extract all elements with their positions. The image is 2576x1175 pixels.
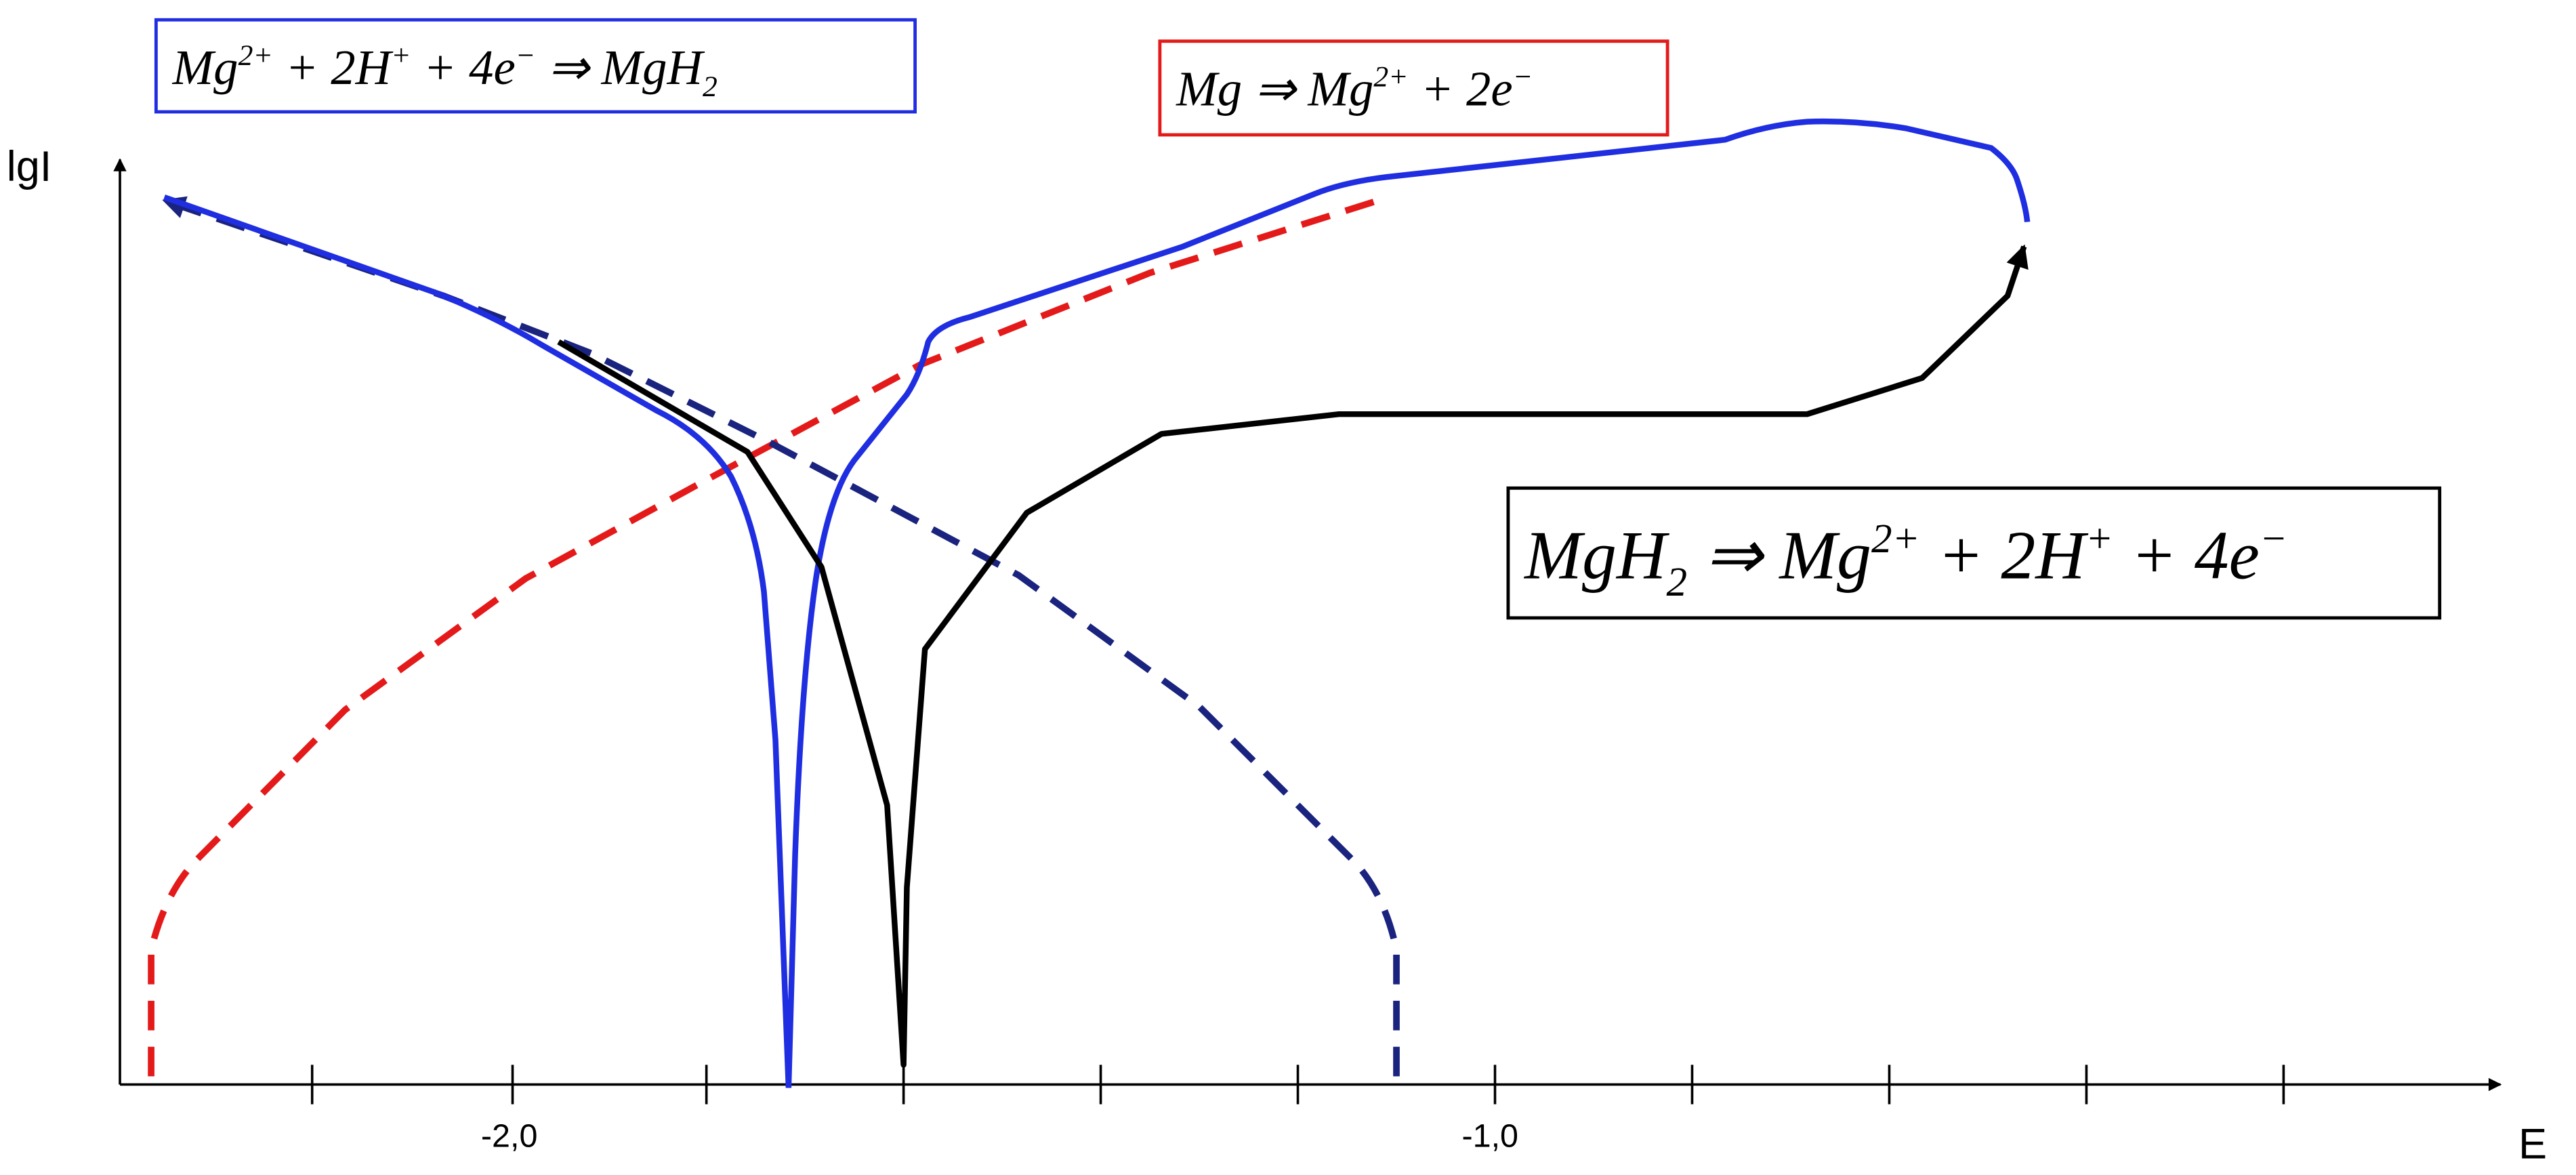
superscript: 2+: [238, 39, 273, 72]
axes: [113, 158, 2502, 1105]
superscript: −: [2260, 516, 2287, 562]
subscript: 2: [703, 70, 718, 103]
equation-text: + 4e: [411, 40, 516, 95]
equation-text: Mg: [172, 40, 238, 95]
equation-text: + 4e: [2113, 518, 2260, 594]
superscript: 2+: [1373, 61, 1408, 94]
superscript: −: [516, 39, 535, 72]
equation-box: [154, 18, 917, 114]
superscript: +: [2085, 516, 2113, 562]
black-curve: [557, 244, 2029, 1068]
equation-text: ⇒ Mg: [1687, 518, 1871, 594]
superscript: −: [1513, 61, 1533, 94]
superscript: +: [391, 39, 411, 72]
x-axis-label: E: [2518, 1121, 2547, 1168]
superscript: 2+: [1871, 516, 1920, 562]
equation-text: MgH: [1523, 518, 1670, 594]
equation-box: [1158, 39, 1669, 137]
equation-text: ⇒ MgH: [535, 40, 705, 95]
x-ticks: [310, 1065, 2285, 1105]
equation-box: [1506, 486, 2442, 620]
x-tick-label: -1,0: [1461, 1118, 1518, 1155]
red-dashed-curve: [148, 194, 1390, 1077]
equation: MgH2 ⇒ Mg2+ + 2H+ + 4e−: [1523, 516, 2287, 605]
x-tick-label: -2,0: [481, 1118, 538, 1155]
equation: Mg2+ + 2H+ + 4e− ⇒ MgH2: [172, 39, 718, 103]
y-axis-label: lgI: [7, 143, 52, 190]
subscript: 2: [1666, 560, 1687, 605]
navy-dashed-curve: [162, 196, 1400, 1077]
equation-text: + 2H: [1920, 518, 2090, 594]
equation-text: Mg ⇒ Mg: [1176, 61, 1373, 116]
equation-text: + 2H: [273, 40, 394, 95]
equation-text: + 2e: [1409, 61, 1513, 116]
equation: Mg ⇒ Mg2+ + 2e−: [1176, 61, 1533, 117]
blue-curve: [163, 118, 2031, 1088]
